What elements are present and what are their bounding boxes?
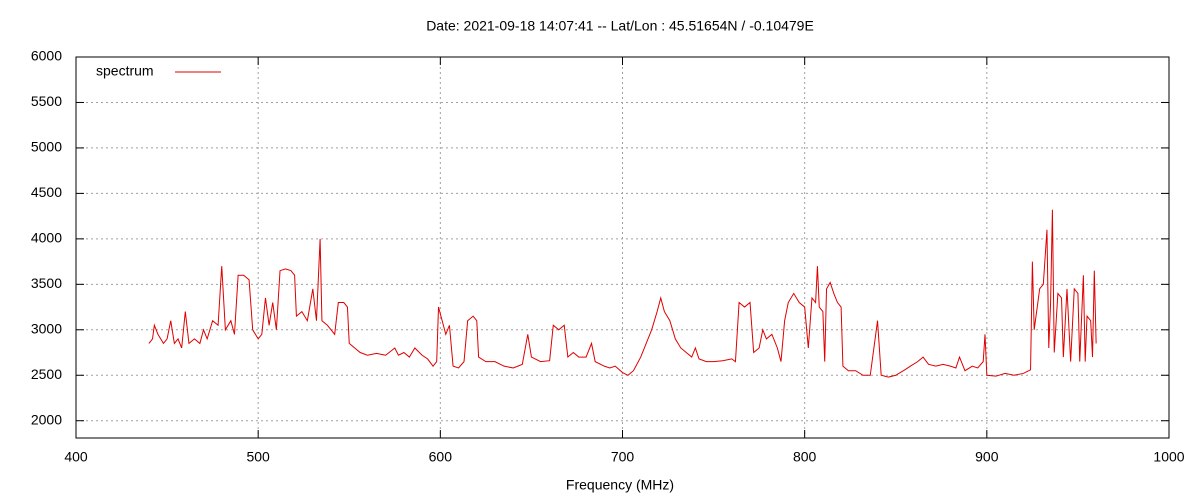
chart-title: Date: 2021-09-18 14:07:41 -- Lat/Lon : 4… — [426, 18, 814, 34]
x-tick-label: 700 — [611, 449, 635, 465]
legend-label: spectrum — [96, 63, 154, 79]
y-tick-label: 3500 — [31, 275, 62, 291]
x-tick-label: 1000 — [1153, 449, 1184, 465]
data-line — [148, 209, 1097, 378]
y-tick-label: 2500 — [31, 366, 62, 382]
y-tick-label: 3000 — [31, 320, 62, 336]
x-tick-label: 600 — [429, 449, 453, 465]
y-tick-label: 5500 — [31, 93, 62, 109]
x-tick-label: 900 — [975, 449, 999, 465]
y-tick-label: 5000 — [31, 139, 62, 155]
y-tick-label: 6000 — [31, 48, 62, 64]
y-tick-label: 4000 — [31, 230, 62, 246]
y-tick-label: 4500 — [31, 184, 62, 200]
x-tick-label: 400 — [64, 449, 88, 465]
x-axis-label: Frequency (MHz) — [566, 477, 674, 493]
x-tick-label: 500 — [246, 449, 270, 465]
x-tick-label: 800 — [793, 449, 817, 465]
y-tick-label: 2000 — [31, 411, 62, 427]
